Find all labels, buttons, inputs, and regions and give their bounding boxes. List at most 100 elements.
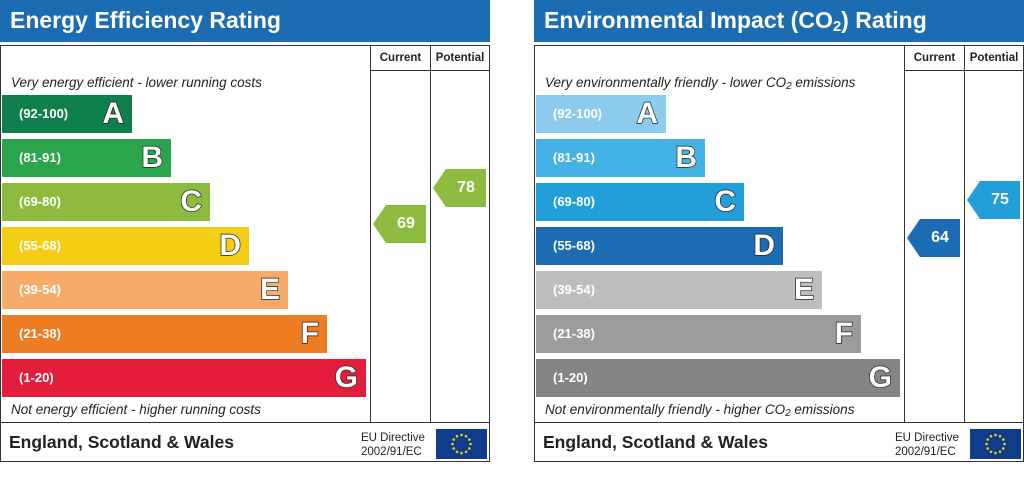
eu-star-icon [986,447,990,450]
rating-band-c: (69-80) C [536,183,744,221]
potential-rating-arrow: 78 [433,169,487,207]
eu-star-icon [460,451,463,455]
potential-rating-value: 78 [446,169,486,207]
rating-band-g: (1-20) G [536,359,900,397]
band-range-label: (1-20) [553,370,588,385]
band-letter: F [300,316,320,350]
eu-star-icon [1001,438,1005,441]
eu-star-icon [467,447,471,450]
chart-header: Environmental Impact (CO2) Rating [534,0,1024,42]
band-letter: B [141,140,164,174]
eu-directive: EU Directive 2002/91/EC [361,431,425,459]
eu-flag-icon [970,429,1021,459]
column-divider [430,46,431,422]
band-letter: A [102,96,125,130]
band-range-label: (55-68) [19,238,61,253]
band-range-label: (1-20) [19,370,54,385]
band-letter: D [753,228,776,262]
band-letter: C [714,184,737,218]
footer-divider [1,422,489,423]
eu-directive: EU Directive 2002/91/EC [895,431,959,459]
band-letter: F [834,316,854,350]
eu-star-icon [452,447,456,450]
eu-star-icon [998,450,1002,454]
band-range-label: (81-91) [553,150,595,165]
band-range-label: (69-80) [553,194,595,209]
eu-star-icon [994,451,997,455]
rating-band-a: (92-100) A [536,95,666,133]
eu-star-icon [464,450,468,454]
current-column-header: Current [913,52,956,64]
eu-star-icon [451,442,454,446]
chart-title: Energy Efficiency Rating [10,7,281,33]
eu-star-icon [1001,447,1005,450]
column-header-divider [371,70,489,71]
rating-band-d: (55-68) D [536,227,783,265]
region-label: England, Scotland & Wales [543,432,768,452]
potential-rating-value: 75 [980,181,1020,219]
column-divider [964,46,965,422]
eu-star-icon [455,450,459,454]
eu-star-icon [1003,442,1006,446]
band-range-label: (39-54) [19,282,61,297]
footer-divider [535,422,1023,423]
band-range-label: (21-38) [19,326,61,341]
rating-band-c: (69-80) C [2,183,210,221]
current-column-header: Current [379,52,422,64]
band-range-label: (55-68) [553,238,595,253]
rating-band-e: (39-54) E [536,271,822,309]
eu-star-icon [989,434,993,438]
eu-directive-line: EU Directive [895,432,959,444]
eu-star-icon [469,442,472,446]
rating-band-f: (21-38) F [2,315,327,353]
environmental-impact-chart: Environmental Impact (CO2) Rating Curren… [534,0,1024,462]
eu-star-icon [452,438,456,441]
eu-star-icon [460,433,463,437]
bottom-note: Not energy efficient - higher running co… [11,402,261,417]
band-range-label: (69-80) [19,194,61,209]
potential-column-header: Potential [435,52,485,64]
region-label: England, Scotland & Wales [9,432,234,452]
chart-frame: Current Potential Very energy efficient … [0,45,490,462]
band-letter: D [219,228,242,262]
rating-band-a: (92-100) A [2,95,132,133]
energy-efficiency-chart: Energy Efficiency Rating Current Potenti… [0,0,490,462]
eu-directive-line: 2002/91/EC [361,446,422,458]
band-range-label: (39-54) [553,282,595,297]
band-letter: G [334,360,359,394]
eu-star-icon [998,434,1002,438]
column-header-divider [905,70,1023,71]
rating-band-b: (81-91) B [536,139,705,177]
eu-star-icon [985,442,988,446]
eu-star-icon [994,433,997,437]
band-letter: C [180,184,203,218]
eu-directive-line: EU Directive [361,432,425,444]
band-range-label: (92-100) [19,106,69,121]
rating-band-e: (39-54) E [2,271,288,309]
eu-star-icon [986,438,990,441]
rating-band-f: (21-38) F [536,315,861,353]
top-note: Very energy efficient - lower running co… [11,75,262,90]
current-rating-arrow: 64 [907,218,961,257]
current-rating-value: 69 [386,205,426,243]
current-rating-arrow: 69 [373,205,427,243]
rating-band-b: (81-91) B [2,139,171,177]
band-letter: E [793,272,814,306]
rating-band-g: (1-20) G [2,359,366,397]
chart-frame: Current Potential Very environmentally f… [534,45,1024,462]
band-range-label: (21-38) [553,326,595,341]
chart-title: Environmental Impact (CO2) Rating [544,7,927,35]
current-rating-value: 64 [920,218,960,257]
eu-directive-line: 2002/91/EC [895,446,956,458]
bottom-note: Not environmentally friendly - higher CO… [545,402,855,419]
eu-star-icon [467,438,471,441]
rating-band-d: (55-68) D [2,227,249,265]
band-letter: E [259,272,280,306]
eu-flag-icon [436,429,487,459]
potential-rating-arrow: 75 [967,181,1021,219]
eu-star-icon [989,450,993,454]
band-range-label: (81-91) [19,150,61,165]
band-letter: G [868,360,893,394]
top-note: Very environmentally friendly - lower CO… [545,75,856,92]
band-letter: A [636,96,659,130]
